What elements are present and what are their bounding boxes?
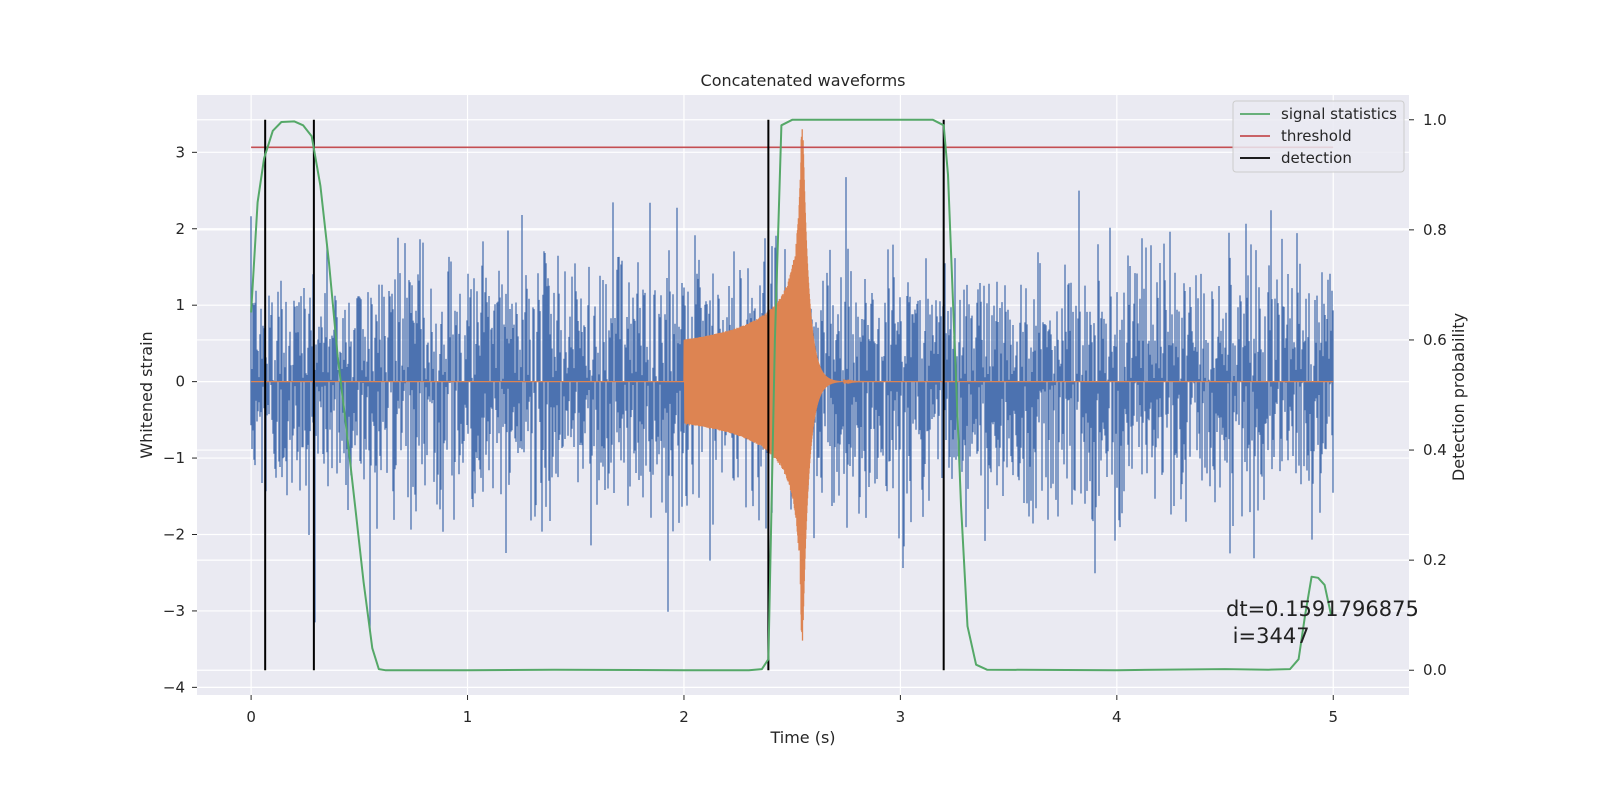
x-tick-label: 2 — [679, 708, 689, 726]
legend-label-detection: detection — [1281, 149, 1352, 167]
y2-tick-label: 0.6 — [1423, 331, 1447, 349]
y2-tick-label: 0.2 — [1423, 551, 1447, 569]
annotation-dt: dt=0.1591796875 — [1226, 597, 1419, 621]
y-axis-label: Whitened strain — [137, 331, 156, 458]
annotation-index: i=3447 — [1226, 624, 1310, 648]
x-tick-label: 3 — [896, 708, 906, 726]
y2-tick-label: 0.4 — [1423, 441, 1447, 459]
series-signal-statistics — [250, 118, 1333, 672]
y-tick-label: 3 — [175, 143, 185, 161]
x-tick-label: 0 — [246, 708, 256, 726]
y-tick-label: −4 — [163, 678, 185, 696]
chart-title: Concatenated waveforms — [701, 71, 906, 90]
axes: 0 1 2 3 4 5 −4 −3 −2 −1 0 1 2 3 0.0 0.2 0.4 0.6 0.8 1.0 — [163, 111, 1447, 726]
y2-tick-label: 1.0 — [1423, 111, 1447, 129]
y2-axis-label: Detection probability — [1449, 313, 1468, 481]
y-tick-label: 1 — [175, 296, 185, 314]
y-tick-label: −3 — [163, 602, 185, 620]
y2-tick-label: 0.0 — [1423, 661, 1447, 679]
plot-content — [250, 118, 1334, 672]
y-tick-label: 0 — [175, 373, 185, 391]
legend: signal statistics threshold detection — [1232, 100, 1405, 173]
x-tick-label: 5 — [1328, 708, 1338, 726]
x-tick-label: 4 — [1112, 708, 1122, 726]
legend-label-threshold: threshold — [1281, 127, 1352, 145]
legend-label-signal-statistics: signal statistics — [1281, 105, 1397, 123]
y-tick-label: −2 — [163, 525, 185, 543]
annotation: dt=0.1591796875 i=3447 — [1226, 597, 1419, 648]
y-tick-label: −1 — [163, 449, 185, 467]
x-axis-label: Time (s) — [769, 728, 835, 747]
x-tick-label: 1 — [463, 708, 473, 726]
y2-tick-label: 0.8 — [1423, 221, 1447, 239]
series-injected-chirp — [251, 129, 1334, 641]
legend-frame — [1232, 100, 1405, 173]
y-tick-label: 2 — [175, 220, 185, 238]
